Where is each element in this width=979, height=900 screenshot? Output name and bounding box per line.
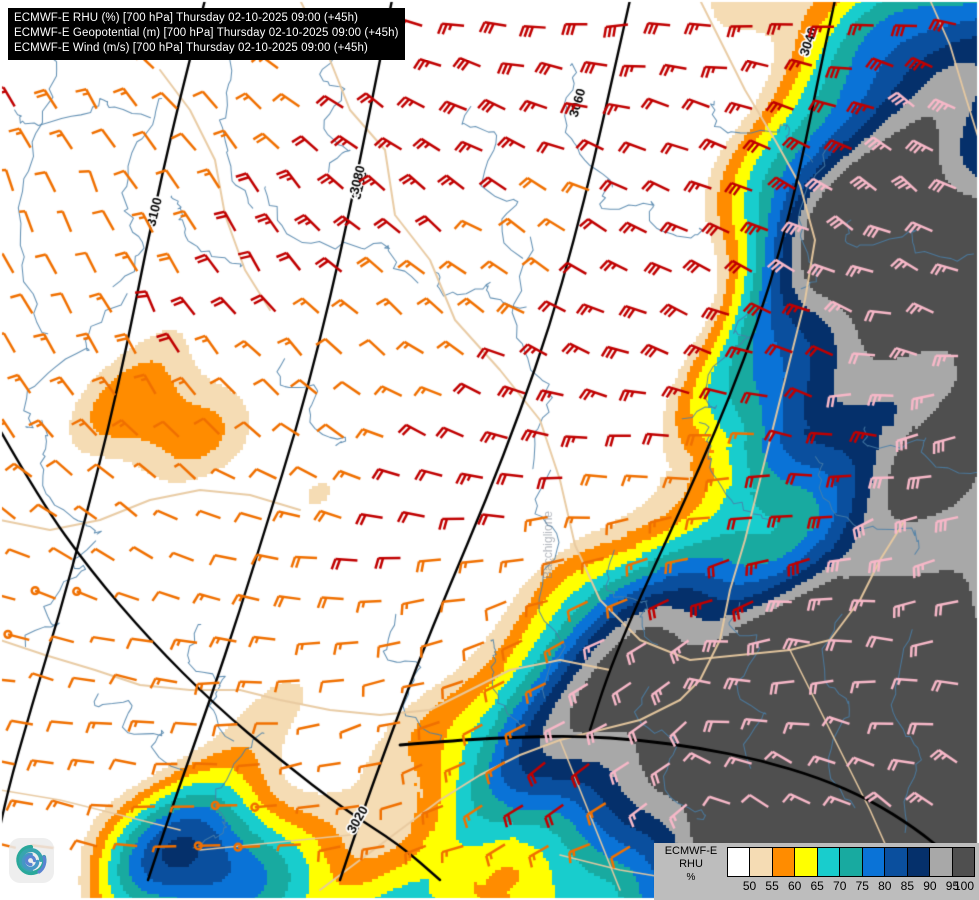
legend-swatch-90-95 xyxy=(930,848,953,876)
legend-tick-80: 80 xyxy=(878,879,892,893)
title-line-rhu: ECMWF-E RHU (%) [700 hPa] Thursday 02-10… xyxy=(14,12,359,24)
legend-swatch-lt50 xyxy=(728,848,751,876)
legend-tick-60: 60 xyxy=(787,879,802,893)
legend-tick-75: 75 xyxy=(855,879,869,893)
legend-tick-70: 70 xyxy=(833,879,847,893)
legend-tick-55: 55 xyxy=(765,879,779,893)
rhu-colorbar-legend: ECMWF-E RHU % 50 55 60 65 70 75 80 85 90 95 100 xyxy=(654,843,979,900)
legend-swatch-80-85 xyxy=(885,848,908,876)
legend-swatch-65-70 xyxy=(817,848,841,876)
legend-tick-95: 95 xyxy=(945,879,960,893)
legend-tick-65: 65 xyxy=(810,879,824,893)
legend-color-bar xyxy=(727,847,975,877)
legend-tick-labels: 50 55 60 65 70 75 80 85 90 95 100 xyxy=(727,879,975,897)
legend-tick-50: 50 xyxy=(742,879,757,893)
legend-tick-85: 85 xyxy=(900,879,915,893)
legend-caption-field: RHU xyxy=(679,858,703,870)
title-line-geopotential: ECMWF-E Geopotential (m) [700 hPa] Thurs… xyxy=(14,26,399,39)
legend-tick-90: 90 xyxy=(923,879,937,893)
map-title-block: ECMWF-E RHU (%) [700 hPa] Thursday 02-10… xyxy=(8,8,405,60)
legend-caption-model: ECMWF-E xyxy=(664,845,718,857)
legend-swatch-60-65 xyxy=(795,848,818,876)
legend-swatch-70-75 xyxy=(840,848,863,876)
legend-caption: ECMWF-E RHU % xyxy=(658,845,724,884)
legend-tick-100: 100 xyxy=(953,879,975,893)
cyclone-spiral-logo-icon[interactable] xyxy=(9,838,54,883)
legend-swatch-75-80 xyxy=(862,848,886,876)
title-line-wind: ECMWF-E Wind (m/s) [700 hPa] Thursday 02… xyxy=(14,41,368,54)
legend-swatch-95-100 xyxy=(952,848,974,876)
legend-swatch-50-55 xyxy=(750,848,773,876)
legend-caption-unit: % xyxy=(686,872,696,883)
legend-swatch-85-90 xyxy=(907,848,931,876)
legend-swatch-55-60 xyxy=(772,848,796,876)
